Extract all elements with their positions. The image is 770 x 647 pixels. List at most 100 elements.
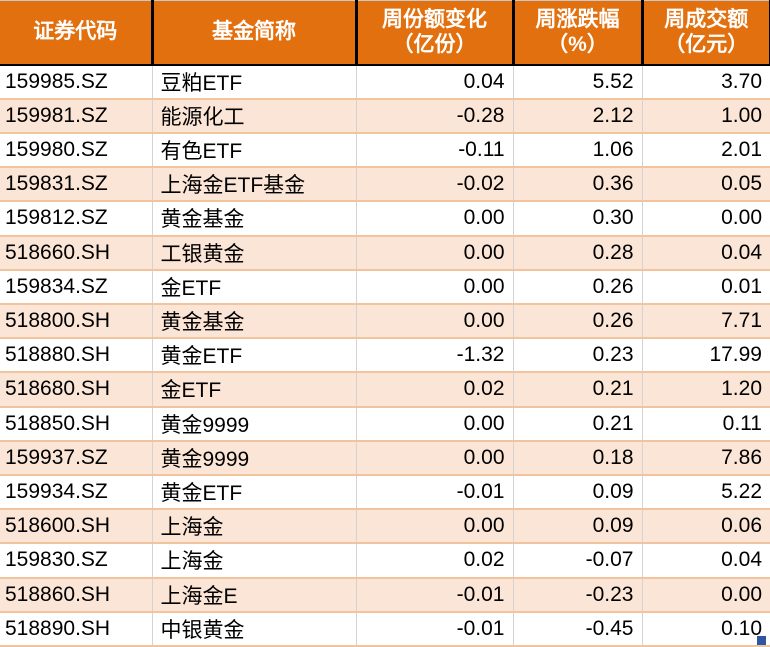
cell-share_change[interactable]: -0.11 (356, 132, 514, 169)
cell-name[interactable]: 黄金9999 (152, 440, 357, 476)
cell-name[interactable]: 金ETF (152, 372, 357, 408)
cell-code[interactable]: 518880.SH (0, 338, 153, 374)
cell-share_change[interactable]: -1.32 (356, 338, 514, 374)
cell-pct_change[interactable]: 0.28 (513, 235, 643, 271)
table-row: 518890.SH 中银黄金 -0.01 -0.45 0.10 (0, 611, 770, 647)
cell-name[interactable]: 黄金ETF (152, 474, 357, 511)
cell-pct_change[interactable]: 2.12 (513, 98, 643, 134)
cell-share_change[interactable]: 0.02 (356, 372, 514, 408)
col-header-label: 周份额变化 (382, 7, 487, 31)
cell-name[interactable]: 上海金 (152, 509, 357, 545)
cell-name[interactable]: 能源化工 (152, 98, 357, 134)
cell-pct_change[interactable]: 0.36 (513, 167, 643, 203)
cell-turnover[interactable]: 0.05 (642, 167, 770, 203)
cell-code[interactable]: 518680.SH (0, 372, 153, 408)
table-row: 159981.SZ 能源化工 -0.28 2.12 1.00 (0, 98, 770, 134)
cell-code[interactable]: 159812.SZ (0, 201, 153, 237)
col-header-code[interactable]: 证券代码 (0, 0, 154, 66)
cell-code[interactable]: 518600.SH (0, 509, 153, 545)
cell-code[interactable]: 518660.SH (0, 235, 153, 271)
col-header-name[interactable]: 基金简称 (152, 0, 358, 66)
table-row: 159937.SZ 黄金9999 0.00 0.18 7.86 (0, 440, 770, 476)
cell-turnover[interactable]: 1.20 (642, 372, 770, 408)
cell-pct_change[interactable]: 0.23 (513, 338, 643, 374)
cell-share_change[interactable]: -0.01 (356, 474, 514, 511)
cell-pct_change[interactable]: 1.06 (513, 132, 643, 169)
cell-turnover[interactable]: 0.06 (642, 509, 770, 545)
cell-pct_change[interactable]: 0.30 (513, 201, 643, 237)
cell-pct_change[interactable]: 5.52 (513, 64, 643, 100)
cell-pct_change[interactable]: -0.23 (513, 577, 643, 613)
cell-name[interactable]: 有色ETF (152, 132, 357, 169)
cell-code[interactable]: 518890.SH (0, 611, 153, 647)
cell-turnover[interactable]: 0.01 (642, 269, 770, 305)
cell-pct_change[interactable]: 0.09 (513, 509, 643, 545)
cell-share_change[interactable]: 0.00 (356, 303, 514, 340)
cell-name[interactable]: 上海金ETF基金 (152, 167, 357, 203)
cell-name[interactable]: 中银黄金 (152, 611, 357, 647)
col-header-turnover[interactable]: 周成交额 （亿元） (642, 0, 770, 66)
cell-share_change[interactable]: -0.02 (356, 167, 514, 203)
cell-code[interactable]: 159937.SZ (0, 440, 153, 476)
cell-name[interactable]: 黄金9999 (152, 406, 357, 442)
cell-code[interactable]: 518800.SH (0, 303, 153, 340)
cell-turnover[interactable]: 2.01 (642, 132, 770, 169)
cell-turnover[interactable]: 0.10 (642, 611, 770, 647)
col-header-sublabel: （亿元） (664, 33, 749, 57)
cell-code[interactable]: 518850.SH (0, 406, 153, 442)
cell-share_change[interactable]: -0.28 (356, 98, 514, 134)
cell-turnover[interactable]: 0.04 (642, 543, 770, 579)
cell-share_change[interactable]: 0.00 (356, 201, 514, 237)
cell-share_change[interactable]: 0.02 (356, 543, 514, 579)
cell-turnover[interactable]: 0.00 (642, 201, 770, 237)
cell-turnover[interactable]: 17.99 (642, 338, 770, 374)
cell-share_change[interactable]: 0.00 (356, 440, 514, 476)
cell-share_change[interactable]: 0.00 (356, 235, 514, 271)
cell-pct_change[interactable]: 0.26 (513, 269, 643, 305)
cell-pct_change[interactable]: 0.09 (513, 474, 643, 511)
table-row: 159980.SZ 有色ETF -0.11 1.06 2.01 (0, 132, 770, 169)
cell-share_change[interactable]: 0.00 (356, 269, 514, 305)
cell-name[interactable]: 黄金ETF (152, 338, 357, 374)
cell-code[interactable]: 159981.SZ (0, 98, 153, 134)
cell-turnover[interactable]: 3.70 (642, 64, 770, 100)
cell-turnover[interactable]: 7.71 (642, 303, 770, 340)
table-row: 159812.SZ 黄金基金 0.00 0.30 0.00 (0, 201, 770, 237)
cell-share_change[interactable]: 0.00 (356, 406, 514, 442)
cell-code[interactable]: 159834.SZ (0, 269, 153, 305)
cell-pct_change[interactable]: -0.45 (513, 611, 643, 647)
cell-code[interactable]: 159831.SZ (0, 167, 153, 203)
cell-share_change[interactable]: 0.00 (356, 509, 514, 545)
cell-code[interactable]: 159830.SZ (0, 543, 153, 579)
cell-share_change[interactable]: -0.01 (356, 611, 514, 647)
cell-code[interactable]: 518860.SH (0, 577, 153, 613)
cell-name[interactable]: 上海金E (152, 577, 357, 613)
cell-turnover[interactable]: 1.00 (642, 98, 770, 134)
selection-fill-handle[interactable] (757, 636, 766, 645)
cell-turnover[interactable]: 0.00 (642, 577, 770, 613)
cell-pct_change[interactable]: 0.21 (513, 406, 643, 442)
cell-turnover[interactable]: 0.04 (642, 235, 770, 271)
cell-turnover[interactable]: 0.11 (642, 406, 770, 442)
cell-pct_change[interactable]: 0.21 (513, 372, 643, 408)
cell-share_change[interactable]: -0.01 (356, 577, 514, 613)
cell-name[interactable]: 黄金基金 (152, 303, 357, 340)
cell-share_change[interactable]: 0.04 (356, 64, 514, 100)
col-header-pct_change[interactable]: 周涨跌幅 （%） (513, 0, 644, 66)
cell-name[interactable]: 豆粕ETF (152, 64, 357, 100)
table-row: 159934.SZ 黄金ETF -0.01 0.09 5.22 (0, 474, 770, 511)
cell-name[interactable]: 金ETF (152, 269, 357, 305)
cell-pct_change[interactable]: -0.07 (513, 543, 643, 579)
col-header-share_change[interactable]: 周份额变化 （亿份） (356, 0, 515, 66)
cell-pct_change[interactable]: 0.26 (513, 303, 643, 340)
cell-pct_change[interactable]: 0.18 (513, 440, 643, 476)
cell-name[interactable]: 上海金 (152, 543, 357, 579)
cell-name[interactable]: 黄金基金 (152, 201, 357, 237)
table-row: 159830.SZ 上海金 0.02 -0.07 0.04 (0, 543, 770, 579)
cell-turnover[interactable]: 7.86 (642, 440, 770, 476)
cell-code[interactable]: 159985.SZ (0, 64, 153, 100)
cell-turnover[interactable]: 5.22 (642, 474, 770, 511)
cell-code[interactable]: 159980.SZ (0, 132, 153, 169)
cell-code[interactable]: 159934.SZ (0, 474, 153, 511)
cell-name[interactable]: 工银黄金 (152, 235, 357, 271)
